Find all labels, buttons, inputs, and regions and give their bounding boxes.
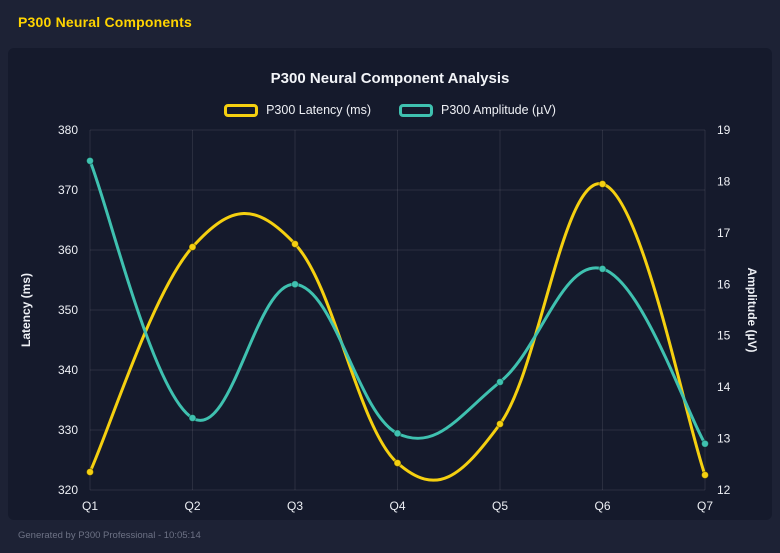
right-axis-title: Amplitude (µV): [745, 268, 759, 353]
x-axis-tick-label: Q7: [697, 499, 713, 513]
chart-legend: P300 Latency (ms) P300 Amplitude (µV): [0, 103, 780, 117]
data-point-marker: [598, 264, 607, 273]
data-point-marker: [701, 471, 709, 479]
data-point-marker: [291, 240, 299, 248]
legend-item[interactable]: P300 Latency (ms): [224, 103, 371, 117]
left-axis-tick-label: 340: [58, 363, 78, 377]
left-axis-tick-label: 380: [58, 123, 78, 137]
data-point-marker: [86, 468, 94, 476]
x-axis-tick-label: Q4: [389, 499, 405, 513]
footer-status: Generated by P300 Professional - 10:05:1…: [18, 530, 201, 541]
legend-label: P300 Latency (ms): [266, 103, 371, 117]
legend-swatch: [399, 103, 433, 117]
left-axis-tick-label: 370: [58, 183, 78, 197]
data-point-marker: [188, 243, 197, 251]
chart-panel: [8, 48, 772, 520]
x-axis-tick-label: Q3: [287, 499, 303, 513]
left-axis-tick-label: 330: [58, 423, 78, 437]
left-axis-tick-label: 350: [58, 303, 78, 317]
right-axis-tick-label: 12: [717, 483, 731, 497]
x-axis-tick-label: Q1: [82, 499, 98, 513]
data-point-marker: [86, 156, 94, 165]
left-axis-tick-label: 320: [58, 483, 78, 497]
right-axis-tick-label: 19: [717, 123, 731, 137]
data-point-marker: [496, 420, 504, 428]
x-axis-tick-label: Q2: [184, 499, 200, 513]
right-axis-tick-label: 18: [717, 174, 731, 188]
left-axis-title: Latency (ms): [19, 273, 33, 347]
x-axis-tick-label: Q6: [594, 499, 610, 513]
data-point-marker: [496, 378, 504, 386]
right-axis-tick-label: 13: [717, 432, 731, 446]
right-axis-tick-label: 16: [717, 277, 731, 291]
data-point-marker: [291, 280, 299, 289]
page-title: P300 Neural Components: [18, 14, 192, 30]
data-point-marker: [598, 180, 607, 188]
x-axis-tick-label: Q5: [492, 499, 508, 513]
chart-title: P300 Neural Component Analysis: [270, 70, 510, 87]
right-axis-tick-label: 15: [717, 329, 731, 343]
right-axis-tick-label: 17: [717, 226, 731, 240]
left-axis-tick-label: 360: [58, 243, 78, 257]
data-point-marker: [393, 429, 402, 438]
legend-swatch: [224, 103, 259, 117]
data-point-marker: [701, 439, 709, 448]
legend-item[interactable]: P300 Amplitude (µV): [399, 103, 556, 117]
right-axis-tick-label: 14: [717, 380, 731, 394]
data-point-marker: [393, 459, 402, 467]
legend-label: P300 Amplitude (µV): [441, 103, 556, 117]
data-point-marker: [188, 414, 197, 422]
